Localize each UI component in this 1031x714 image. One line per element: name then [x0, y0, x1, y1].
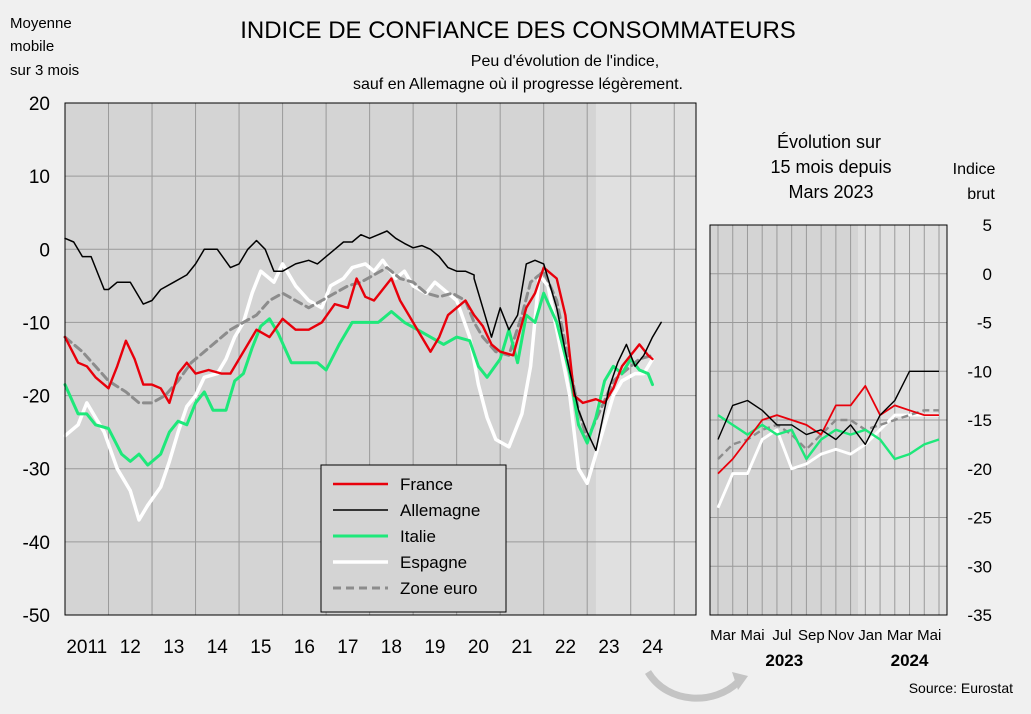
- chart-title: INDICE DE CONFIANCE DES CONSOMMATEURS: [240, 17, 796, 44]
- main-xtick-label: 19: [424, 637, 445, 658]
- left-axis-title-line2: mobile: [10, 38, 54, 55]
- legend: France Allemagne Italie Espagne Zone euro: [320, 464, 507, 613]
- inset-xtick-label: Mai: [740, 627, 764, 644]
- main-series-italie: [63, 291, 654, 467]
- main-xtick-label: 22: [555, 637, 576, 658]
- inset-series-espagne: [716, 413, 939, 509]
- inset-xtick-label: Mar: [710, 627, 736, 644]
- main-plot-frame: [64, 102, 697, 616]
- legend-label-italie: Italie: [400, 527, 436, 546]
- inset-xtick-label: Mar: [887, 627, 913, 644]
- left-axis-title-line3: sur 3 mois: [10, 62, 79, 79]
- main-xtick-label: 21: [511, 637, 532, 658]
- inset-ytick-label: -10: [967, 362, 992, 381]
- main-xtick-label: 23: [598, 637, 619, 658]
- chart-subtitle-line2: sauf en Allemagne où il progresse légère…: [353, 76, 683, 93]
- main-xtick-label: 24: [642, 637, 664, 658]
- curved-arrow-head-icon: [732, 672, 748, 690]
- main-ytick-label: -30: [23, 460, 50, 481]
- inset-xtick-label: Nov: [828, 627, 855, 644]
- legend-label-espagne: Espagne: [400, 553, 467, 572]
- legend-label-france: France: [400, 475, 453, 494]
- inset-series-zone_euro: [717, 409, 939, 460]
- main-ytick-label: 10: [29, 167, 50, 188]
- curved-arrow-icon: [645, 670, 741, 702]
- inset-ytick-label: -5: [977, 314, 992, 333]
- inset-series-allemagne: [717, 370, 939, 446]
- main-series-france: [63, 266, 654, 405]
- main-xtick-label: 13: [163, 637, 184, 658]
- main-xtick-label: 16: [294, 637, 315, 658]
- inset-title-line1: Évolution sur: [777, 132, 881, 152]
- inset-ytick-label: 0: [983, 265, 992, 284]
- inset-series-france: [717, 384, 939, 475]
- main-series-allemagne: [64, 230, 662, 452]
- main-ytick-label: -10: [23, 313, 50, 334]
- inset-ytick-label: 5: [983, 216, 992, 235]
- main-ytick-label: 20: [29, 94, 50, 115]
- inset-xtick-label: Jan: [858, 627, 882, 644]
- right-axis-title-line2: brut: [967, 186, 995, 203]
- main-series-zone_euro: [63, 266, 654, 441]
- inset-ytick-label: -30: [967, 557, 992, 576]
- main-xtick-label: 20: [468, 637, 489, 658]
- inset-title-line3: Mars 2023: [788, 182, 873, 202]
- main-series-espagne: [63, 258, 655, 522]
- main-shaded-region: [595, 103, 696, 615]
- inset-xtick-label: Jul: [772, 627, 791, 644]
- main-ytick-label: 0: [39, 240, 50, 261]
- inset-xtick-label: Sep: [798, 627, 825, 644]
- inset-plot-frame: [709, 224, 948, 616]
- main-xtick-label: 15: [250, 637, 271, 658]
- left-axis-title-line1: Moyenne: [10, 15, 72, 32]
- main-xtick-label: 14: [207, 637, 229, 658]
- inset-ytick-label: -25: [967, 509, 992, 528]
- main-xtick-label: 17: [337, 637, 358, 658]
- main-ytick-label: -20: [23, 387, 50, 408]
- main-ytick-label: -40: [23, 533, 50, 554]
- legend-label-zone_euro: Zone euro: [400, 579, 478, 598]
- inset-year-label: 2023: [765, 651, 803, 670]
- inset-ytick-label: -15: [967, 411, 992, 430]
- inset-year-label: 2024: [891, 651, 929, 670]
- main-xtick-label: 18: [381, 637, 402, 658]
- legend-label-allemagne: Allemagne: [400, 501, 480, 520]
- source-note: Source: Eurostat: [909, 680, 1013, 696]
- main-ytick-label: -50: [23, 606, 50, 627]
- inset-ytick-label: -35: [967, 606, 992, 625]
- chart-subtitle-line1: Peu d'évolution de l'indice,: [471, 53, 659, 70]
- inset-title-line2: 15 mois depuis: [770, 157, 891, 177]
- main-xtick-label: 12: [120, 637, 141, 658]
- inset-xtick-label: Mai: [917, 627, 941, 644]
- inset-ytick-label: -20: [967, 460, 992, 479]
- main-xtick-label: 2011: [66, 637, 107, 658]
- right-axis-title-line1: Indice: [953, 161, 996, 178]
